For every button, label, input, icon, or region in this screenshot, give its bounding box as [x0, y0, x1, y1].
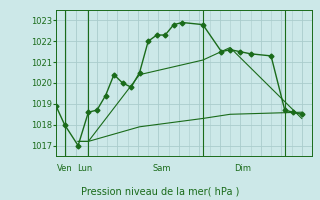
Text: Sam: Sam [152, 164, 171, 173]
Text: Dim: Dim [234, 164, 251, 173]
Text: Lun: Lun [77, 164, 93, 173]
Text: Ven: Ven [57, 164, 73, 173]
Text: Pression niveau de la mer( hPa ): Pression niveau de la mer( hPa ) [81, 186, 239, 196]
